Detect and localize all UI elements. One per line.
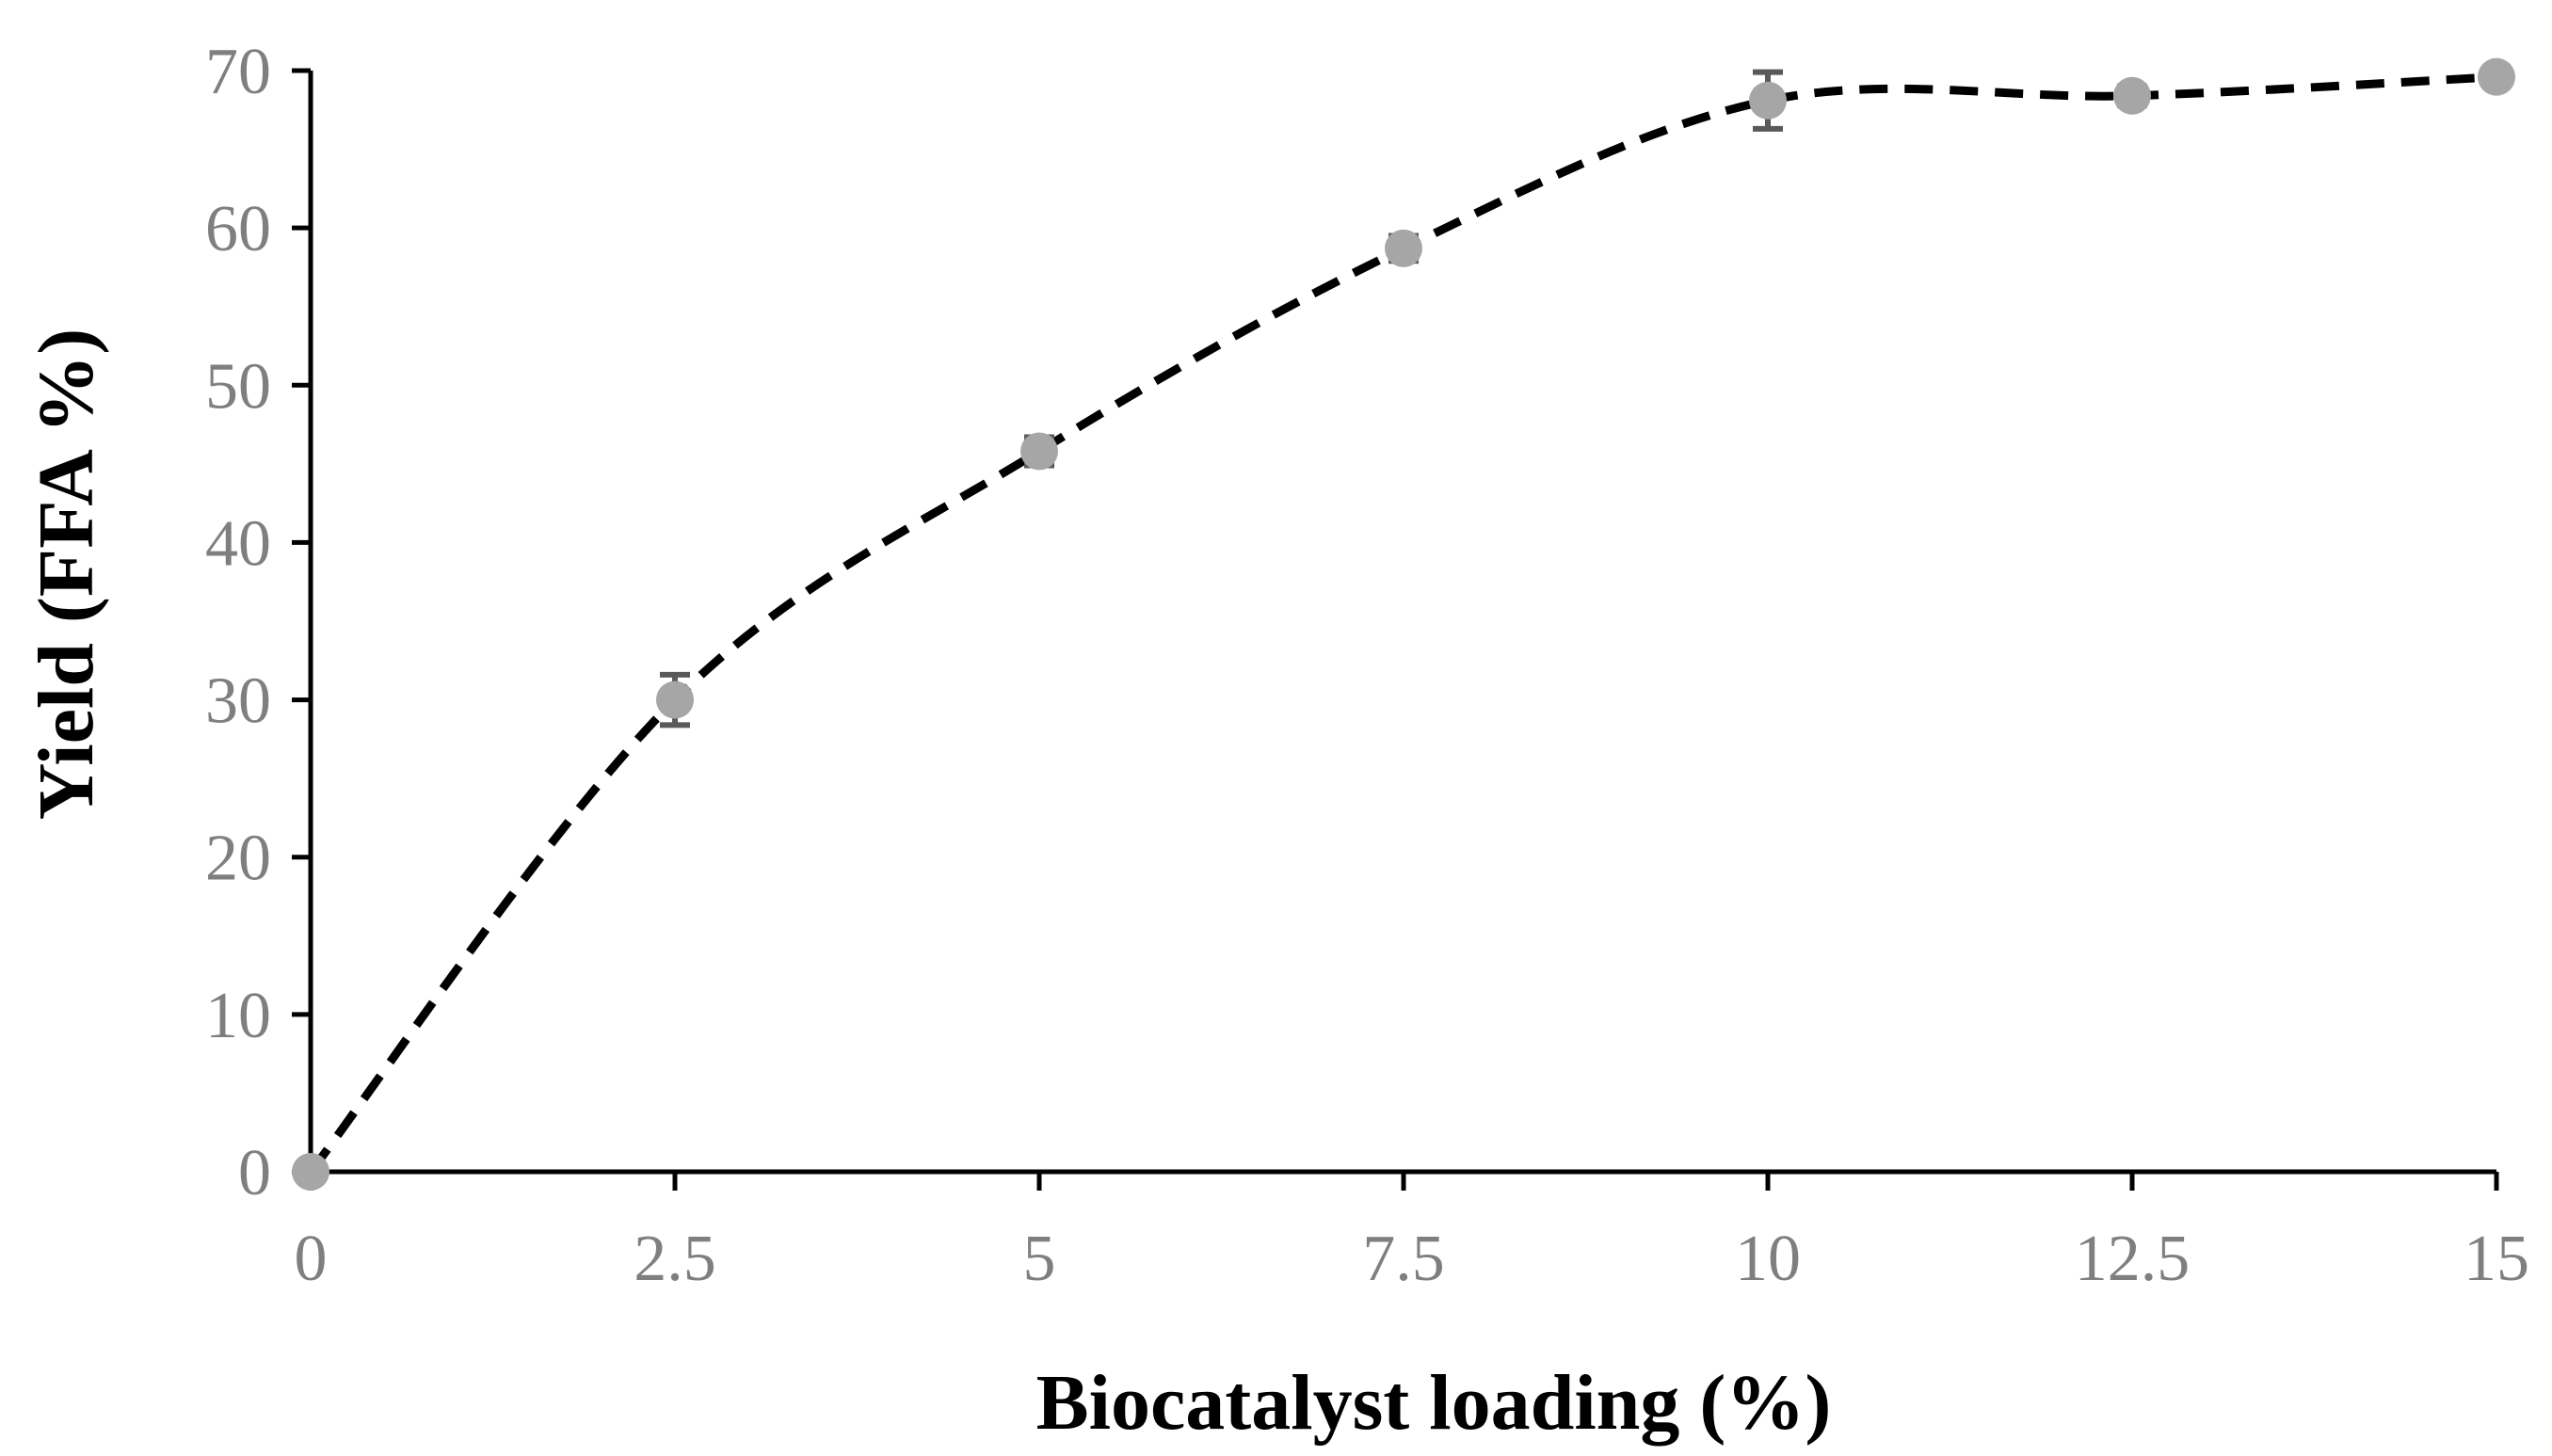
data-point xyxy=(656,680,694,719)
ticks: 0 10 20 30 40 50 60 70 0 2.5 5 7.5 10 12.5 15 xyxy=(205,36,2529,1295)
x-tick-label: 0 xyxy=(295,1223,328,1295)
x-tick-label: 12.5 xyxy=(2075,1223,2191,1295)
x-tick-label: 2.5 xyxy=(634,1223,716,1295)
data-point xyxy=(1385,229,1422,267)
y-tick-label: 30 xyxy=(205,665,271,738)
x-axis-title: Biocatalyst loading (%) xyxy=(1036,1359,1832,1447)
x-tick-label: 10 xyxy=(1735,1223,1801,1295)
y-tick-label: 0 xyxy=(238,1137,271,1209)
y-tick-label: 10 xyxy=(205,980,271,1052)
y-axis-title: Yield (FFA %) xyxy=(23,328,110,821)
data-point xyxy=(1020,432,1058,471)
data-point xyxy=(1749,81,1787,120)
data-point xyxy=(292,1153,329,1191)
y-tick-label: 40 xyxy=(205,507,271,580)
x-tick-label: 15 xyxy=(2464,1223,2529,1295)
y-tick-label: 20 xyxy=(205,823,271,895)
data-point xyxy=(2113,76,2151,115)
y-tick-label: 70 xyxy=(205,36,271,108)
x-tick-label: 5 xyxy=(1023,1223,1056,1295)
x-tick-label: 7.5 xyxy=(1362,1223,1445,1295)
y-tick-label: 50 xyxy=(205,350,271,423)
error-bars xyxy=(660,66,2512,728)
data-points xyxy=(292,57,2515,1191)
y-tick-label: 60 xyxy=(205,193,271,265)
data-point xyxy=(2478,57,2515,96)
